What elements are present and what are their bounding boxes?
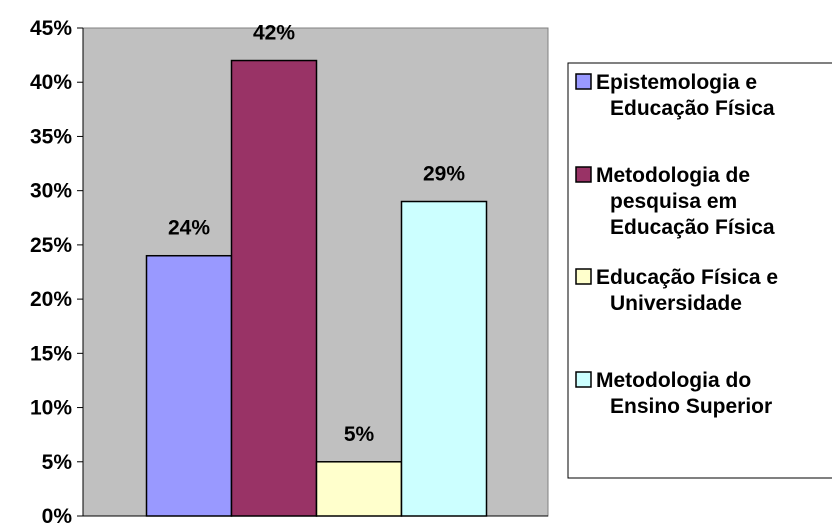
legend-entry: Epistemologia e Educação Física bbox=[575, 71, 775, 120]
y-tick-label: 5% bbox=[42, 451, 73, 474]
y-tick-label: 20% bbox=[30, 288, 72, 311]
data-label: 29% bbox=[423, 163, 465, 186]
y-tick-label: 40% bbox=[30, 71, 72, 94]
bar bbox=[230, 59, 318, 517]
bar bbox=[145, 254, 233, 517]
y-axis: 0% 5% 10% 15% 20% 25% 30% 35% 40% 45% bbox=[30, 17, 548, 523]
legend-label: Metodologia do bbox=[596, 369, 751, 392]
legend-label: Epistemologia e bbox=[596, 71, 757, 94]
legend-swatch bbox=[575, 371, 592, 388]
y-tick-label: 35% bbox=[30, 125, 72, 148]
bar bbox=[400, 200, 488, 517]
legend-label: pesquisa em bbox=[610, 190, 737, 213]
data-label: 42% bbox=[253, 22, 295, 45]
data-labels: 24% 42% 5% 29% bbox=[168, 22, 465, 446]
bars bbox=[145, 59, 488, 517]
legend-entry: Educação Física e Universidade bbox=[575, 266, 778, 315]
legend-label: Educação Física bbox=[610, 216, 775, 239]
data-label: 5% bbox=[344, 423, 375, 446]
legend-label: Ensino Superior bbox=[610, 395, 772, 418]
y-tick-label: 0% bbox=[42, 505, 73, 523]
legend-entry: Metodologia do Ensino Superior bbox=[575, 369, 772, 418]
y-tick-label: 45% bbox=[30, 17, 72, 40]
legend-label: Educação Física bbox=[610, 97, 775, 120]
y-tick-label: 15% bbox=[30, 342, 72, 365]
legend-swatch bbox=[575, 73, 592, 90]
y-tick-label: 10% bbox=[30, 397, 72, 420]
y-tick-label: 30% bbox=[30, 180, 72, 203]
y-tick-label: 25% bbox=[30, 234, 72, 257]
bar bbox=[315, 461, 403, 517]
legend-label: Educação Física e bbox=[596, 266, 778, 289]
legend-label: Universidade bbox=[610, 292, 742, 315]
data-label: 24% bbox=[168, 217, 210, 240]
legend-box bbox=[567, 62, 832, 479]
legend-label: Metodologia de bbox=[596, 164, 750, 187]
legend-swatch bbox=[575, 268, 592, 285]
legend-entry: Metodologia de pesquisa em Educação Física bbox=[575, 164, 775, 239]
legend-swatch bbox=[575, 166, 592, 183]
